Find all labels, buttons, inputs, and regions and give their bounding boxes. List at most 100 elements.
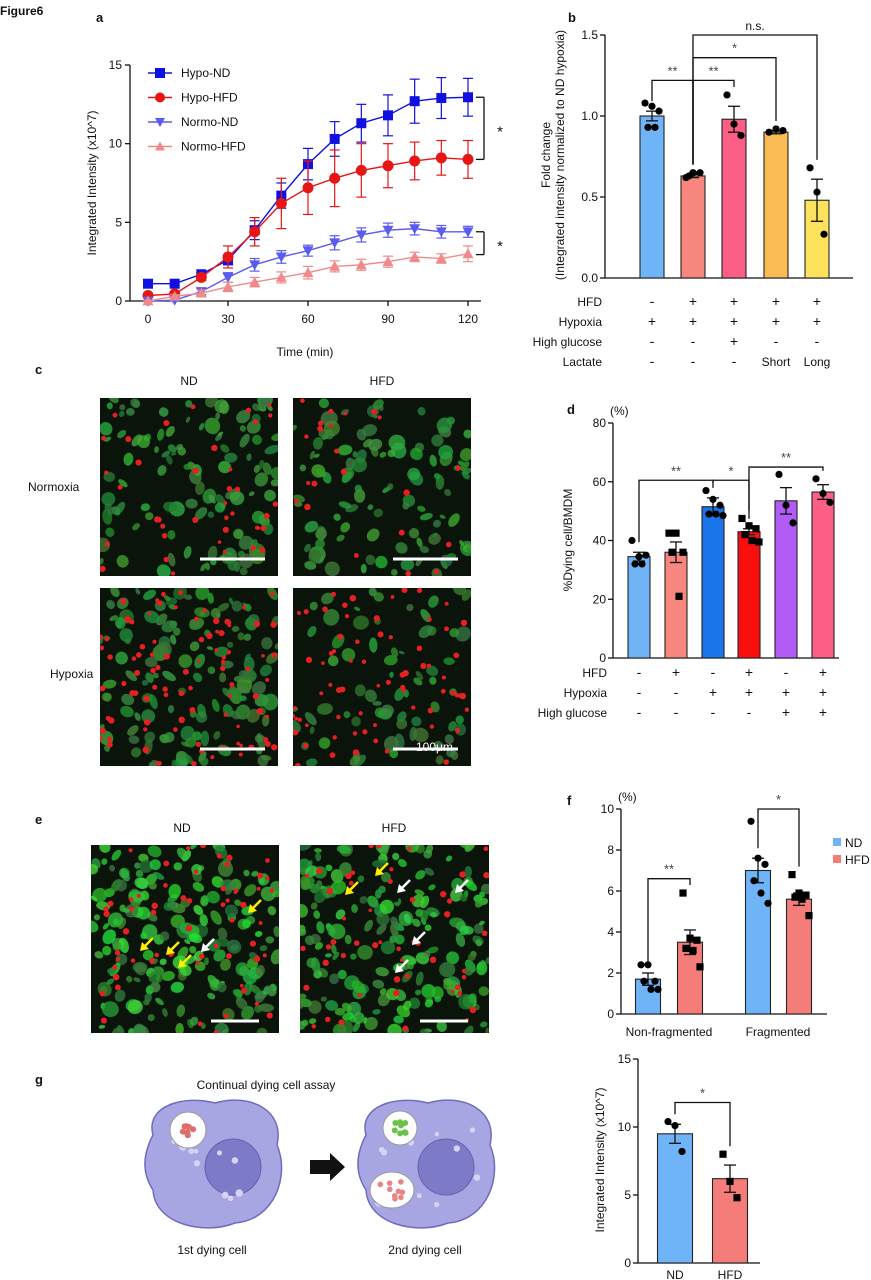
- red-dying-cell: [213, 1030, 220, 1033]
- red-dying-cell: [115, 957, 121, 962]
- green-cell: [239, 425, 247, 432]
- d-significance-label: **: [671, 463, 681, 478]
- green-cell: [152, 872, 165, 880]
- a-data-point: [462, 153, 474, 165]
- green-cell: [147, 1014, 155, 1022]
- a-legend-label: Hypo-ND: [181, 66, 231, 80]
- green-cell: [459, 540, 464, 546]
- green-cell: [445, 855, 453, 862]
- green-cell: [300, 998, 305, 1009]
- b-condition-value: +: [730, 293, 738, 309]
- green-cell: [193, 905, 204, 916]
- green-cell: [127, 725, 139, 736]
- green-cell: [352, 1021, 361, 1033]
- b-y-axis-label: (Integrated intensity normalized to ND h…: [553, 30, 567, 280]
- red-dying-cell: [373, 738, 379, 744]
- green-cell: [116, 879, 127, 892]
- green-cell: [310, 902, 318, 910]
- red-dying-cell: [393, 990, 400, 997]
- green-cell: [397, 858, 407, 868]
- green-cell: [167, 552, 176, 567]
- micrograph-normoxia-nd: [100, 398, 278, 576]
- d-condition-value: -: [637, 684, 642, 700]
- red-dying-cell: [128, 848, 133, 853]
- f-data-point: [788, 871, 796, 879]
- green-cell: [446, 951, 460, 965]
- digested-cell-red: [398, 1179, 404, 1185]
- green-cell: [389, 748, 399, 759]
- green-cell: [173, 862, 183, 871]
- g-significance-label: *: [700, 1086, 705, 1101]
- red-dying-cell: [349, 594, 357, 602]
- green-cell: [184, 939, 191, 945]
- red-dying-cell: [268, 413, 273, 418]
- red-dying-cell: [220, 665, 226, 672]
- green-cell: [150, 981, 161, 993]
- green-cell: [94, 951, 104, 959]
- red-dying-cell: [160, 591, 166, 597]
- green-cell: [194, 507, 208, 520]
- red-dying-cell: [226, 650, 232, 655]
- green-cell: [224, 452, 238, 463]
- red-dying-cell: [345, 872, 352, 880]
- d-significance-bracket: [748, 466, 824, 519]
- green-cell: [305, 758, 318, 766]
- a-data-point: [222, 281, 234, 292]
- g-y-tick-label: 5: [624, 1188, 631, 1202]
- green-cell: [195, 588, 210, 601]
- f-significance-label: *: [776, 792, 781, 807]
- b-data-point: [730, 120, 738, 128]
- green-cell: [329, 973, 340, 985]
- green-cell: [145, 672, 154, 684]
- green-cell: [396, 718, 408, 730]
- red-dying-cell: [322, 606, 328, 613]
- green-cell: [352, 1012, 365, 1024]
- green-cell: [455, 932, 466, 947]
- f-data-point: [795, 889, 803, 897]
- d-y-tick-label: 40: [593, 534, 607, 548]
- green-cell: [461, 470, 470, 480]
- red-dying-cell: [136, 652, 142, 658]
- b-data-point: [813, 188, 821, 196]
- f-data-point: [679, 889, 687, 897]
- green-cell: [332, 951, 340, 961]
- green-cell: [184, 594, 193, 600]
- d-condition-label: HFD: [582, 666, 607, 680]
- green-cell: [460, 461, 470, 471]
- f-legend-label: HFD: [845, 853, 870, 867]
- green-cell: [192, 731, 202, 741]
- green-cell: [350, 953, 357, 960]
- red-dying-cell: [253, 955, 261, 963]
- green-cell: [387, 1023, 402, 1033]
- b-y-tick-label: 0.0: [581, 271, 598, 285]
- green-cell: [118, 410, 125, 418]
- green-cell: [379, 988, 387, 995]
- a-y-tick-label: 0: [115, 294, 122, 308]
- green-cell: [164, 595, 171, 601]
- green-cell: [254, 472, 269, 487]
- red-dying-cell: [348, 880, 354, 886]
- red-dying-cell: [433, 569, 439, 575]
- green-cell: [317, 527, 326, 542]
- red-dying-cell: [185, 924, 193, 932]
- red-dying-cell: [236, 724, 240, 729]
- b-data-point: [655, 107, 663, 115]
- red-dying-cell: [112, 964, 118, 970]
- red-dying-cell: [182, 668, 189, 675]
- red-dying-cell: [218, 630, 225, 637]
- red-dying-cell: [319, 691, 324, 696]
- green-cell: [353, 606, 361, 612]
- f-legend-label: ND: [845, 836, 863, 850]
- red-dying-cell: [173, 727, 178, 732]
- d-bar: [664, 551, 688, 659]
- red-dying-cell: [321, 661, 325, 665]
- macrophage-1st-vesicle: [193, 1160, 201, 1167]
- f-data-point: [798, 895, 806, 903]
- a-data-point: [169, 290, 181, 301]
- red-dying-cell: [300, 945, 306, 952]
- green-cell: [224, 904, 239, 918]
- red-dying-cell: [121, 680, 127, 687]
- green-cell: [189, 946, 197, 954]
- green-cell: [344, 934, 352, 945]
- green-cell: [166, 455, 173, 465]
